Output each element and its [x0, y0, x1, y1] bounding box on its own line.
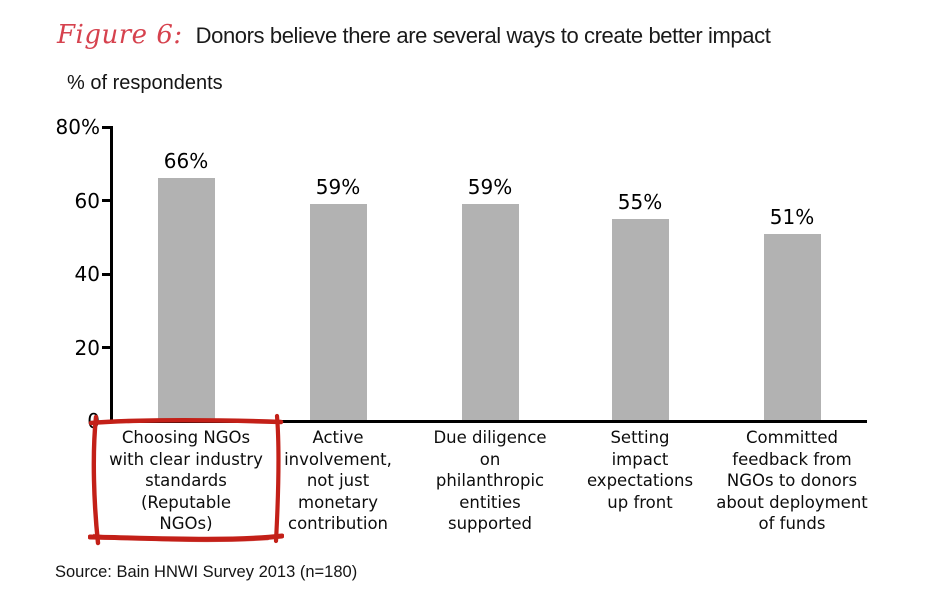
category-label-line: contribution	[288, 514, 388, 533]
sketch-stroke-left	[91, 414, 101, 546]
bar-value-label: 51%	[769, 204, 815, 229]
y-axis-tick	[102, 199, 110, 202]
category-label-line: expectations	[586, 471, 694, 490]
category-label: Committed feedback from NGOs to donors abou…	[692, 427, 892, 535]
y-axis-tick-label: 40	[74, 262, 100, 286]
category-label-line: (Reputable	[140, 492, 232, 512]
category-label-line: with clear industry	[109, 449, 263, 469]
category-label-line: impact	[611, 449, 669, 469]
y-axis-line	[109, 125, 113, 422]
bar-value-label: 59%	[467, 175, 513, 200]
category-label-line: Due diligence	[433, 428, 547, 447]
category-label-line: not just	[306, 471, 370, 490]
y-axis-tick-label: 20	[74, 335, 100, 360]
bar	[763, 233, 821, 420]
y-axis-tick-label: 80%	[55, 115, 100, 139]
category-label-line: involvement,	[284, 449, 392, 469]
figure-title: Donors believe there are several ways to…	[195, 23, 771, 48]
bar	[611, 218, 669, 420]
figure-header: Figure 6: Donors believe there are sever…	[57, 20, 771, 50]
category-label: Setting impact expectations up front	[540, 427, 740, 513]
category-label-line: about deployment	[716, 492, 868, 512]
hand-drawn-highlight-box	[88, 413, 284, 546]
category-label-line: on	[479, 449, 501, 469]
category-label-line: NGOs to donors	[726, 471, 858, 490]
category-label-line: Active	[312, 428, 364, 447]
y-axis-tick	[102, 346, 110, 349]
category-label-line: up front	[607, 492, 673, 512]
category-label-line: philanthropic	[435, 471, 545, 490]
category-label: Active involvement, not just monetary contri…	[238, 427, 438, 535]
y-axis-tick-label: 60	[74, 188, 100, 213]
y-axis-title: % of respondents	[67, 72, 223, 94]
category-label-line: supported	[448, 514, 532, 533]
category-label-line: Committed	[746, 428, 838, 447]
category-label-line: NGOs)	[159, 514, 213, 533]
category-label-line: Setting	[610, 428, 670, 447]
category-label-line: standards	[145, 471, 227, 490]
category-label: Choosing NGOs with clear industry standard…	[86, 427, 286, 535]
bar-value-label: 59%	[315, 175, 361, 200]
figure-number-label: Figure 6:	[57, 20, 183, 50]
category-label-line: Choosing NGOs	[121, 428, 251, 447]
bar	[309, 204, 367, 420]
sketch-stroke-bottom-2	[92, 533, 270, 543]
bar-value-label: 66%	[163, 149, 209, 174]
sketch-stroke-right	[273, 413, 281, 544]
category-label: Due diligence on philanthropic entities supp…	[390, 427, 590, 535]
bar	[157, 178, 215, 420]
bar-value-label: 55%	[617, 189, 663, 214]
sketch-stroke-top	[88, 417, 284, 426]
bar	[461, 204, 519, 420]
category-label-line: monetary	[298, 492, 378, 512]
category-label-line: entities	[459, 492, 521, 512]
y-axis-tick	[102, 125, 110, 129]
category-label-line: feedback from	[732, 449, 852, 469]
category-label-line: of funds	[758, 514, 826, 533]
y-axis-tick	[102, 272, 110, 276]
source-note: Source: Bain HNWI Survey 2013 (n=180)	[55, 563, 358, 581]
x-axis-line	[109, 419, 867, 423]
